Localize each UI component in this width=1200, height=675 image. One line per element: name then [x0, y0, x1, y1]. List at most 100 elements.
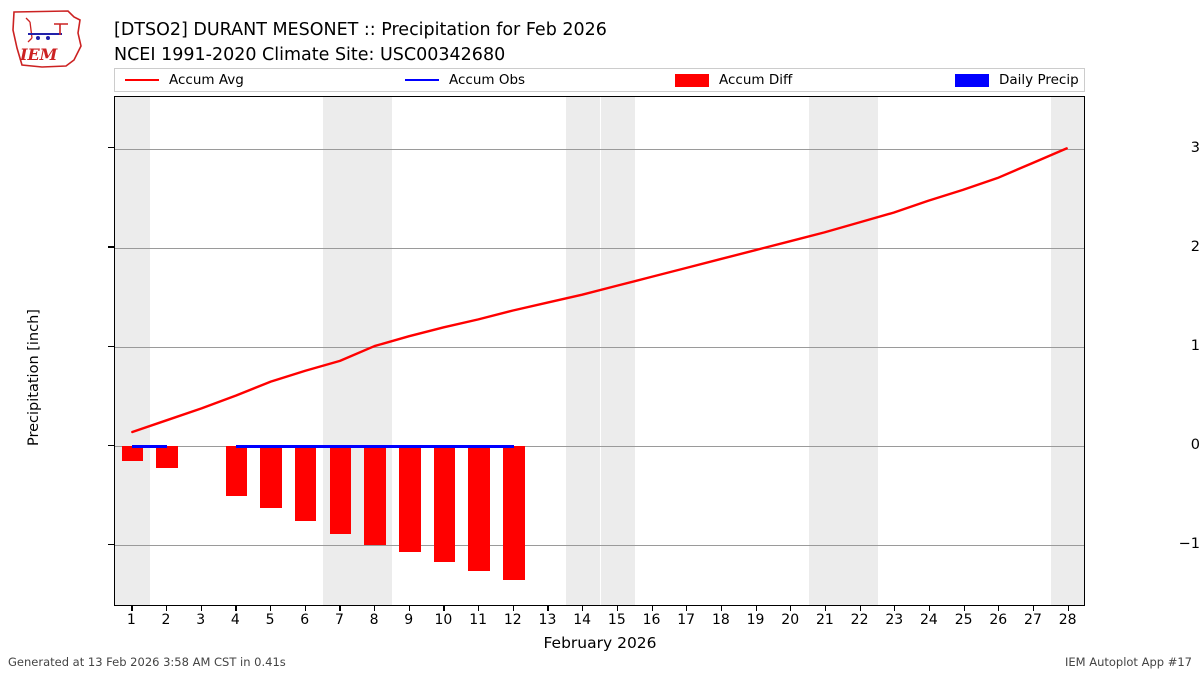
x-axis-tick-mark [928, 606, 931, 611]
x-axis-tick-label: 2 [161, 612, 171, 628]
x-axis-tick-label: 25 [954, 612, 973, 628]
plot-area[interactable] [114, 96, 1085, 606]
weekend-shading-band [843, 97, 878, 605]
weekend-shading-band [565, 97, 601, 605]
iem-logo-icon[interactable]: IEM [8, 8, 86, 70]
weekend-shading-band [1051, 97, 1084, 605]
x-axis-tick-mark [1032, 606, 1035, 611]
x-axis-tick-label: 4 [230, 612, 240, 628]
gridline-horizontal [115, 247, 1084, 249]
x-axis-tick-mark [790, 606, 792, 611]
bar-accum-diff [225, 446, 248, 496]
x-axis-tick-mark [998, 606, 1000, 611]
gridline-horizontal [115, 148, 1084, 150]
bar-accum-diff [433, 446, 456, 563]
x-axis-tick-mark [235, 606, 237, 611]
gridline-horizontal [115, 545, 1084, 547]
gridline-horizontal [115, 347, 1084, 349]
y-axis-tick-mark [108, 246, 114, 248]
x-axis-tick-label: 20 [781, 612, 800, 628]
y-axis-tick-mark [108, 147, 114, 149]
y-axis-tick-label: 1 [1190, 338, 1200, 355]
x-axis-tick-label: 19 [746, 612, 765, 628]
x-axis-tick-mark [582, 606, 584, 611]
legend-item-accum-diff[interactable]: Accum Diff [675, 69, 792, 91]
line-accum-obs [236, 444, 514, 448]
x-axis-tick-label: 5 [265, 612, 275, 628]
x-axis-tick-label: 1 [126, 612, 136, 628]
x-axis-tick-mark [443, 606, 445, 611]
bar-accum-diff [329, 446, 352, 534]
bar-accum-diff [364, 446, 386, 546]
x-axis-tick-label: 22 [850, 612, 869, 628]
legend-line-icon-accum-obs [405, 79, 439, 81]
x-axis-tick-mark [963, 606, 965, 611]
x-axis-tick-label: 12 [503, 612, 522, 628]
x-axis-tick-mark [686, 606, 688, 611]
bar-accum-diff [260, 446, 282, 508]
x-axis-tick-mark [547, 606, 549, 611]
x-axis-tick-mark [304, 606, 306, 611]
bar-accum-diff [294, 446, 317, 521]
legend-patch-icon-accum-diff [675, 73, 709, 87]
x-axis-tick-label: 3 [196, 612, 206, 628]
page-title: [DTSO2] DURANT MESONET :: Precipitation … [114, 20, 607, 40]
y-axis-tick-label: −1 [1178, 536, 1200, 553]
x-axis-tick-mark [270, 606, 272, 611]
page-subtitle: NCEI 1991-2020 Climate Site: USC00342680 [114, 45, 506, 65]
x-axis-tick-label: 21 [815, 612, 834, 628]
line-accum-obs [132, 444, 167, 448]
x-axis-tick-mark [894, 606, 896, 611]
x-axis-tick-mark [131, 606, 133, 611]
chart-legend: Accum Avg Accum Obs Accum Diff Daily Pre… [114, 68, 1085, 92]
x-axis-tick-label: 11 [469, 612, 488, 628]
x-axis-tick-label: 13 [538, 612, 557, 628]
legend-line-icon-accum-avg [125, 79, 159, 81]
x-axis-tick-mark [166, 606, 168, 611]
line-accum-avg [131, 147, 1068, 434]
y-axis-tick-label: 3 [1190, 139, 1200, 156]
x-axis-tick-label: 23 [885, 612, 904, 628]
x-axis-tick-mark [512, 606, 514, 611]
x-axis-tick-mark [651, 606, 653, 611]
legend-item-accum-avg[interactable]: Accum Avg [125, 69, 244, 91]
legend-item-accum-obs[interactable]: Accum Obs [405, 69, 525, 91]
x-axis-tick-mark [200, 606, 202, 611]
legend-label-accum-obs: Accum Obs [449, 72, 526, 88]
x-axis-tick-label: 26 [989, 612, 1008, 628]
x-axis-tick-label: 10 [434, 612, 453, 628]
x-axis-tick-mark [755, 606, 757, 611]
x-axis-tick-mark [374, 606, 376, 611]
x-axis-label: February 2026 [543, 634, 657, 652]
bar-accum-diff [503, 446, 525, 581]
x-axis-tick-label: 28 [1058, 612, 1077, 628]
x-axis-tick-label: 8 [369, 612, 379, 628]
x-axis-tick-mark [1067, 606, 1069, 611]
x-axis-tick-label: 15 [607, 612, 626, 628]
iem-logo-text: IEM [19, 45, 59, 64]
x-axis-tick-label: 24 [920, 612, 938, 628]
x-axis-tick-label: 14 [573, 612, 592, 628]
x-axis-tick-mark [859, 606, 861, 611]
weekend-shading-band [600, 97, 636, 605]
plot-wrapper [114, 96, 1085, 606]
legend-item-daily-precip[interactable]: Daily Precip [955, 69, 1079, 91]
x-axis-tick-mark [478, 606, 480, 611]
weekend-shading-band [115, 97, 150, 605]
x-axis-tick-mark [339, 606, 341, 611]
bar-accum-diff [468, 446, 490, 572]
x-axis-tick-mark [720, 606, 723, 611]
legend-label-daily-precip: Daily Precip [999, 72, 1079, 88]
x-axis-tick-mark [616, 606, 619, 611]
chart-titles: [DTSO2] DURANT MESONET :: Precipitation … [114, 18, 1014, 68]
x-axis-tick-label: 6 [300, 612, 310, 628]
x-axis-tick-label: 18 [711, 612, 730, 628]
legend-patch-icon-daily-precip [955, 73, 989, 87]
y-axis-tick-mark [108, 345, 114, 347]
x-axis-tick-mark [824, 606, 827, 611]
x-axis-tick-label: 16 [642, 612, 661, 628]
footer-app-text: IEM Autoplot App #17 [1064, 655, 1192, 669]
y-axis-tick-mark [108, 444, 114, 446]
y-axis-tick-label: 0 [1190, 437, 1200, 454]
